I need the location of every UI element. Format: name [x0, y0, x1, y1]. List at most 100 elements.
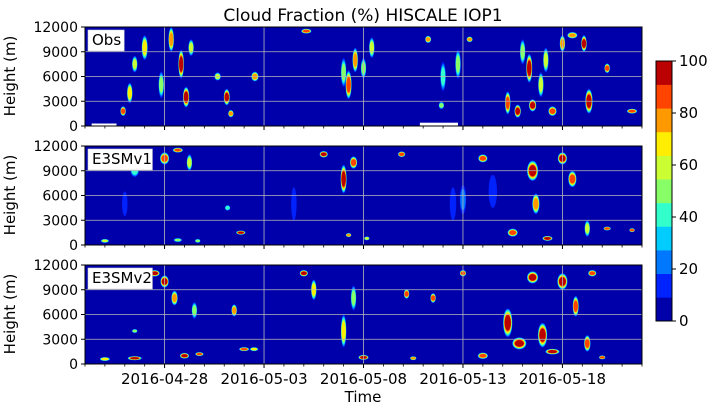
colorbar-segment: [656, 273, 672, 298]
cloud-blob: [584, 335, 591, 352]
cloud-contour: [369, 41, 374, 54]
panel-label-text: E3SMv2: [92, 269, 152, 287]
cloud-contour: [350, 159, 357, 166]
cloud-contour: [228, 111, 233, 116]
cloud-contour: [132, 329, 137, 333]
cloud-blob: [503, 308, 513, 338]
cloud-contour: [533, 198, 539, 210]
cloud-contour: [195, 239, 200, 243]
y-tick-label: 0: [69, 119, 78, 135]
x-axis-label: Time: [344, 388, 382, 406]
cloud-contour: [543, 53, 548, 67]
y-axis-label-e3smv2: Height (m): [1, 274, 19, 355]
x-tick-label: 2016-05-13: [419, 370, 506, 388]
cloud-contour: [509, 230, 517, 235]
cloud-blob: [122, 191, 128, 217]
colorbar-tick-label: 20: [679, 260, 698, 278]
cloud-blob: [542, 235, 553, 241]
panel-e3smv1: 0 3000 6000 9000 12000 E3SMv1: [33, 139, 643, 254]
cloud-contour: [488, 174, 497, 208]
cloud-contour: [527, 60, 532, 76]
cloud-contour: [628, 109, 636, 113]
panel-label-box: [87, 29, 125, 52]
cloud-contour: [584, 338, 590, 348]
cloud-blob: [236, 230, 246, 235]
y-tick-label: 9000: [42, 164, 78, 180]
cloud-contour: [479, 353, 487, 358]
cloud-contour: [172, 293, 177, 303]
cloud-contour: [431, 295, 436, 301]
cloud-contour: [538, 77, 543, 92]
y-tick-label: 9000: [42, 283, 78, 299]
cloud-contour: [142, 40, 147, 55]
colorbar-tick-label: 0: [679, 312, 689, 330]
cloud-blob: [132, 55, 138, 73]
chart-title: Cloud Fraction (%) HISCALE IOP1: [223, 6, 502, 26]
cloud-contour: [232, 307, 237, 314]
colorbar-segment: [656, 108, 672, 133]
cloud-contour: [604, 227, 610, 230]
cloud-contour: [449, 187, 457, 221]
cloud-blob: [223, 88, 230, 106]
cloud-blob: [532, 193, 540, 215]
cloud-blob: [537, 322, 548, 348]
cloud-contour: [605, 65, 610, 71]
cloud-contour: [529, 102, 536, 109]
y-axis-label-e3smv1: Height (m): [1, 155, 19, 236]
cloud-contour: [351, 290, 356, 306]
cloud-contour: [410, 357, 416, 360]
cloud-blob: [340, 164, 347, 194]
cloud-blob: [548, 106, 557, 117]
colorbar-segment: [656, 61, 672, 85]
cloud-blob: [572, 295, 579, 317]
cloud-blob: [455, 49, 461, 79]
cloud-contour: [251, 348, 258, 351]
cloud-blob: [228, 109, 234, 118]
cloud-contour: [573, 300, 578, 312]
cloud-blob: [397, 151, 406, 158]
cloud-blob: [171, 290, 178, 306]
panel-label-box: [87, 148, 153, 171]
cloud-blob: [538, 72, 544, 98]
cloud-contour: [581, 39, 587, 48]
cloud-blob: [369, 37, 375, 58]
y-tick-label: 0: [69, 238, 78, 254]
missing-data-span: [419, 122, 458, 126]
cloud-blob: [345, 233, 352, 238]
cloud-contour: [539, 328, 546, 342]
cloud-contour: [130, 357, 140, 360]
colorbar-segment: [656, 155, 672, 180]
cloud-contour: [224, 92, 229, 102]
colorbar-segment: [656, 250, 672, 275]
x-tick-label: 2016-05-03: [220, 370, 307, 388]
cloud-blob: [604, 63, 610, 74]
cloud-contour: [589, 271, 596, 276]
cloud-blob: [364, 236, 370, 241]
cloud-contour: [547, 350, 558, 354]
cloud-contour: [569, 174, 576, 184]
cloud-blob: [301, 28, 312, 34]
cloud-contour: [467, 37, 472, 41]
cloud-blob: [603, 226, 611, 231]
cloud-contour: [169, 32, 174, 47]
cloud-blob: [172, 147, 184, 153]
colorbar: 0 20 40 60 80 100: [655, 52, 708, 330]
cloud-contour: [346, 233, 351, 237]
y-axis-label-obs: Height (m): [1, 36, 19, 117]
colorbar-segment: [656, 131, 672, 156]
cloud-blob: [132, 328, 138, 334]
cloud-blob: [182, 86, 190, 108]
cloud-blob: [526, 271, 539, 284]
cloud-blob: [188, 39, 194, 56]
cloud-blob: [224, 204, 231, 211]
cloud-contour: [320, 152, 327, 156]
cloud-contour: [341, 171, 346, 187]
cloud-blob: [100, 238, 110, 243]
cloud-blob: [430, 293, 436, 303]
colorbar-segment: [656, 202, 672, 227]
cloud-contour: [599, 356, 605, 359]
cloud-contour: [101, 357, 109, 361]
panel-label-text: Obs: [92, 31, 121, 49]
cloud-blob: [410, 356, 417, 361]
